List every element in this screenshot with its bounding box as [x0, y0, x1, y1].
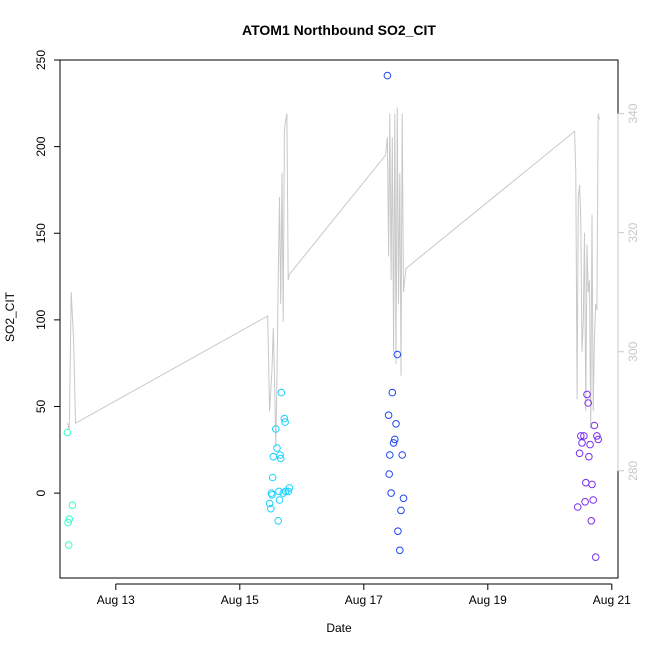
data-point-series-4	[584, 399, 593, 407]
data-point-series-4	[581, 498, 589, 506]
data-point-series-1	[63, 428, 72, 437]
axes-layer: 0 50 100 150 200 250 Aug 13 Aug 15 Aug 17 Aug 19 A…	[34, 50, 640, 607]
y-tick-label: 200	[34, 136, 48, 156]
points-layer	[63, 71, 603, 562]
data-point-series-4	[586, 440, 594, 449]
data-point-series-4	[585, 452, 593, 461]
data-point-series-4	[578, 439, 586, 447]
data-point-series-4	[593, 432, 601, 440]
x-tick-label: Aug 21	[593, 593, 631, 607]
y2-tick-label: 320	[626, 222, 640, 242]
data-point-series-2	[268, 491, 276, 499]
y2-tick-label: 340	[626, 103, 640, 123]
data-point-series-3	[387, 489, 395, 497]
data-point-series-3	[386, 451, 394, 459]
chart-title: ATOM1 Northbound SO2_CIT	[242, 22, 436, 38]
data-point-series-4	[580, 432, 588, 440]
data-point-series-3	[384, 411, 393, 420]
data-point-series-2	[277, 388, 286, 397]
data-point-series-2	[280, 414, 289, 423]
y-tick-label: 250	[34, 50, 48, 70]
x-tick-label: Aug 17	[345, 593, 383, 607]
y2-tick-label: 300	[626, 341, 640, 361]
data-point-series-2	[274, 517, 283, 525]
y-tick-label: 50	[34, 399, 48, 413]
data-point-series-2	[285, 484, 294, 492]
data-point-series-3	[393, 350, 402, 359]
data-point-series-2	[281, 418, 289, 426]
data-point-series-2	[269, 452, 278, 461]
data-point-series-4	[573, 503, 582, 511]
y-tick-label: 100	[34, 310, 48, 330]
data-point-series-3	[398, 451, 407, 459]
data-point-series-2	[273, 444, 281, 452]
secondary-line-layer	[66, 107, 600, 448]
x-tick-label: Aug 15	[221, 593, 259, 607]
data-point-series-4	[587, 517, 596, 525]
data-point-series-1	[65, 515, 74, 523]
y-tick-label: 0	[34, 489, 48, 496]
x-axis-label: Date	[326, 621, 352, 635]
data-point-series-2	[268, 473, 277, 482]
data-point-series-4	[583, 390, 591, 399]
data-point-series-1	[64, 541, 73, 549]
data-point-series-2	[267, 504, 275, 513]
data-point-series-2	[284, 487, 293, 496]
data-point-series-3	[383, 71, 392, 80]
data-point-series-4	[594, 435, 603, 444]
x-tick-label: Aug 13	[97, 593, 135, 607]
data-point-series-2	[275, 496, 284, 504]
data-point-series-3	[394, 527, 402, 536]
y2-tick-label: 280	[626, 460, 640, 480]
data-point-series-4	[591, 553, 600, 562]
data-point-series-2	[276, 451, 284, 459]
data-point-series-3	[388, 388, 397, 397]
data-point-series-3	[399, 494, 408, 503]
data-point-series-3	[391, 435, 399, 444]
data-point-series-1	[68, 501, 77, 510]
data-point-series-4	[589, 496, 598, 504]
data-point-series-2	[265, 499, 274, 508]
data-point-series-3	[389, 439, 398, 447]
data-point-series-3	[392, 420, 400, 428]
data-point-series-4	[577, 432, 585, 440]
data-point-series-3	[397, 506, 405, 515]
data-point-series-4	[575, 449, 584, 458]
y-tick-label: 150	[34, 223, 48, 243]
data-point-series-2	[276, 454, 285, 463]
data-point-series-1	[64, 518, 72, 527]
data-point-series-3	[396, 546, 404, 555]
data-point-series-3	[385, 470, 394, 478]
y-axis-label: SO2_CIT	[3, 291, 17, 342]
data-point-series-4	[590, 421, 599, 430]
x-tick-label: Aug 19	[469, 593, 507, 607]
data-point-series-4	[588, 480, 596, 489]
secondary-series-line	[66, 107, 600, 448]
data-point-series-2	[272, 425, 280, 433]
